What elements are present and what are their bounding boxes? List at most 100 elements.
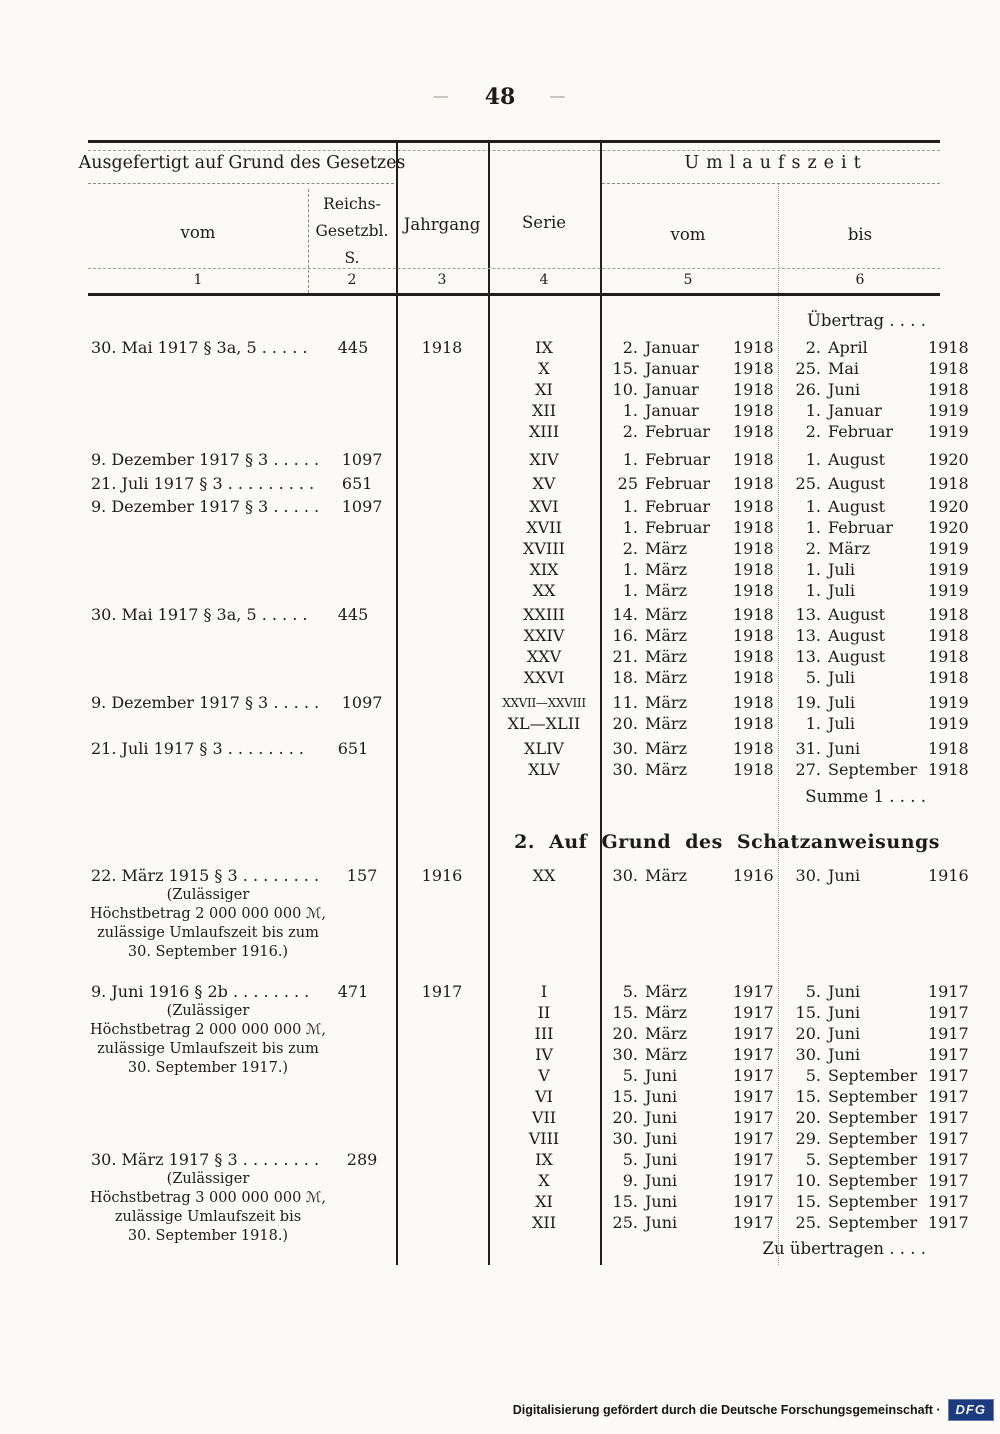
- umlauf-bis-cell: 30. Juni 1917: [779, 1044, 969, 1065]
- date-day: 15.: [795, 1003, 821, 1022]
- law-note-line: Höchstbetrag 3 000 000 000 ℳ,: [89, 1190, 327, 1206]
- table-row: XI 15. Juni 1917 15. September 1917: [396, 1191, 969, 1212]
- date-year: 1917: [928, 1171, 969, 1190]
- date-month: Februar: [828, 518, 894, 537]
- gesetzblatt-page: 1097: [341, 450, 383, 469]
- header-rule-1-2-dashed: [308, 189, 309, 293]
- date-day: 1.: [805, 560, 821, 579]
- top-dashed-rule: [88, 150, 940, 151]
- umlauf-bis-cell: 10. September 1917: [779, 1170, 969, 1191]
- umlauf-bis-cell: 2. März 1919: [779, 538, 969, 559]
- umlauf-bis-cell: 1. Juli 1919: [779, 713, 969, 734]
- date-year: 1917: [928, 1024, 969, 1043]
- umlauf-bis-cell: 13. August 1918: [779, 646, 969, 667]
- date-month: Februar: [645, 450, 711, 469]
- serie-cell: XXVI: [523, 668, 565, 687]
- date-day: 27.: [795, 760, 821, 779]
- table-row: VIII 30. Juni 1917 29. September 1917: [396, 1128, 969, 1149]
- table-row: II 15. März 1917 15. Juni 1917: [396, 1002, 969, 1023]
- date-day: 1.: [805, 581, 821, 600]
- table-row: XXIII 14. März 1918 13. August 1918: [396, 604, 969, 625]
- law-line: 9. Juni 1916 § 2b . . . . . . . . 471: [88, 981, 396, 1002]
- date-month: Juni: [645, 1087, 678, 1106]
- table-row: XLV 30. März 1918 27. September 1918: [396, 759, 969, 780]
- jahrgang-cell: [396, 1107, 488, 1128]
- date-month: März: [645, 866, 687, 885]
- umlauf-vom-cell: 9. Juni 1917: [600, 1170, 779, 1191]
- umlauf-vom-cell: 18. März 1918: [600, 667, 779, 688]
- column-rule-5-6-dotted: [778, 183, 779, 1265]
- umlauf-bis-cell: 2. Februar 1919: [779, 421, 969, 442]
- jahrgang-cell: 1916: [421, 866, 463, 885]
- umlauf-vom-cell: 1. Januar 1918: [600, 400, 779, 421]
- date-day: 25.: [612, 1213, 638, 1232]
- col-header-jahrgang: Jahrgang: [403, 215, 481, 234]
- serie-cell: XI: [535, 380, 553, 399]
- law-reference: 22. März 1915 § 3 . . . . . . . .: [91, 866, 320, 885]
- date-day: 1.: [622, 560, 638, 579]
- jahrgang-cell: [396, 473, 488, 494]
- law-column: 21. Juli 1917 § 3 . . . . . . . . . 651: [88, 473, 396, 494]
- date-day: 15.: [795, 1087, 821, 1106]
- reichsgesetzblatt-line-1: Reichs-: [323, 195, 381, 213]
- table-entry-block: 30. Mai 1917 § 3a, 5 . . . . . 445 XXIII 14…: [88, 604, 969, 688]
- umlauf-bis-cell: 25. August 1918: [779, 473, 969, 494]
- serie-cell: XX: [532, 581, 556, 600]
- date-year: 1918: [733, 539, 774, 558]
- series-column: 1916 XX 30. März 1916 30. Juni 1916: [396, 865, 969, 962]
- jahrgang-cell: [396, 1149, 488, 1170]
- serie-cell: XXIV: [523, 626, 565, 645]
- date-day: 15.: [612, 359, 638, 378]
- section-2-heading: 2. Auf Grund des Schatzanweisungs: [514, 831, 940, 853]
- date-year: 1920: [928, 450, 969, 469]
- date-day: 13.: [795, 647, 821, 666]
- date-month: August: [828, 605, 886, 624]
- date-month: März: [645, 714, 687, 733]
- serie-cell: XVII: [526, 518, 562, 537]
- law-column: 21. Juli 1917 § 3 . . . . . . . . 651: [88, 738, 396, 780]
- date-month: Februar: [645, 518, 711, 537]
- date-day: 1.: [805, 450, 821, 469]
- umlauf-vom-cell: 20. Juni 1917: [600, 1107, 779, 1128]
- date-year: 1918: [733, 401, 774, 420]
- umlauf-vom-cell: 20. März 1917: [600, 1023, 779, 1044]
- date-year: 1917: [928, 1045, 969, 1064]
- date-month: Januar: [645, 401, 699, 420]
- date-year: 1919: [928, 693, 969, 712]
- umlauf-vom-cell: 21. März 1918: [600, 646, 779, 667]
- date-day: 1.: [805, 518, 821, 537]
- series-column: IX 5. Juni 1917 5. September 1917 X 9. Juni 1917 10…: [396, 1149, 969, 1246]
- date-day: 30.: [612, 739, 638, 758]
- date-year: 1917: [733, 1045, 774, 1064]
- date-month: Juli: [828, 581, 855, 600]
- serie-cell: XX: [532, 866, 556, 885]
- date-day: 1.: [805, 401, 821, 420]
- umlauf-bis-cell: 5. Juni 1917: [779, 981, 969, 1002]
- table-row: 1918 IX 2. Januar 1918 2. April 1918: [396, 337, 969, 358]
- law-column: 30. März 1917 § 3 . . . . . . . . 289 (Zul…: [88, 1149, 396, 1246]
- umlauf-bis-cell: 30. Juni 1916: [779, 865, 969, 886]
- col-number-4: 4: [539, 272, 549, 288]
- jahrgang-cell: [396, 738, 488, 759]
- series-column: 1918 IX 2. Januar 1918 2. April 1918 X 15. Januar 1…: [396, 337, 969, 442]
- table-row: 1916 XX 30. März 1916 30. Juni 1916: [396, 865, 969, 886]
- date-day: 30.: [612, 1129, 638, 1148]
- table-entry-block: 9. Dezember 1917 § 3 . . . . . 1097 XXVII—…: [88, 692, 969, 734]
- umlauf-bis-cell: 26. Juni 1918: [779, 379, 969, 400]
- jahrgang-cell: [396, 1023, 488, 1044]
- date-year: 1917: [733, 982, 774, 1001]
- date-year: 1916: [928, 866, 969, 885]
- serie-cell: VIII: [528, 1129, 560, 1148]
- date-year: 1918: [928, 380, 969, 399]
- date-year: 1920: [928, 497, 969, 516]
- page-number-right-dash: —: [549, 86, 568, 105]
- col-number-5: 5: [683, 272, 693, 288]
- jahrgang-cell: 1918: [421, 338, 463, 357]
- table-row: XII 25. Juni 1917 25. September 1917: [396, 1212, 969, 1233]
- umlauf-bis-cell: 20. Juni 1917: [779, 1023, 969, 1044]
- jahrgang-cell: [396, 759, 488, 780]
- jahrgang-cell: [396, 713, 488, 734]
- table-row: XII 1. Januar 1918 1. Januar 1919: [396, 400, 969, 421]
- date-day: 30.: [612, 866, 638, 885]
- gesetzblatt-page: 651: [341, 474, 373, 493]
